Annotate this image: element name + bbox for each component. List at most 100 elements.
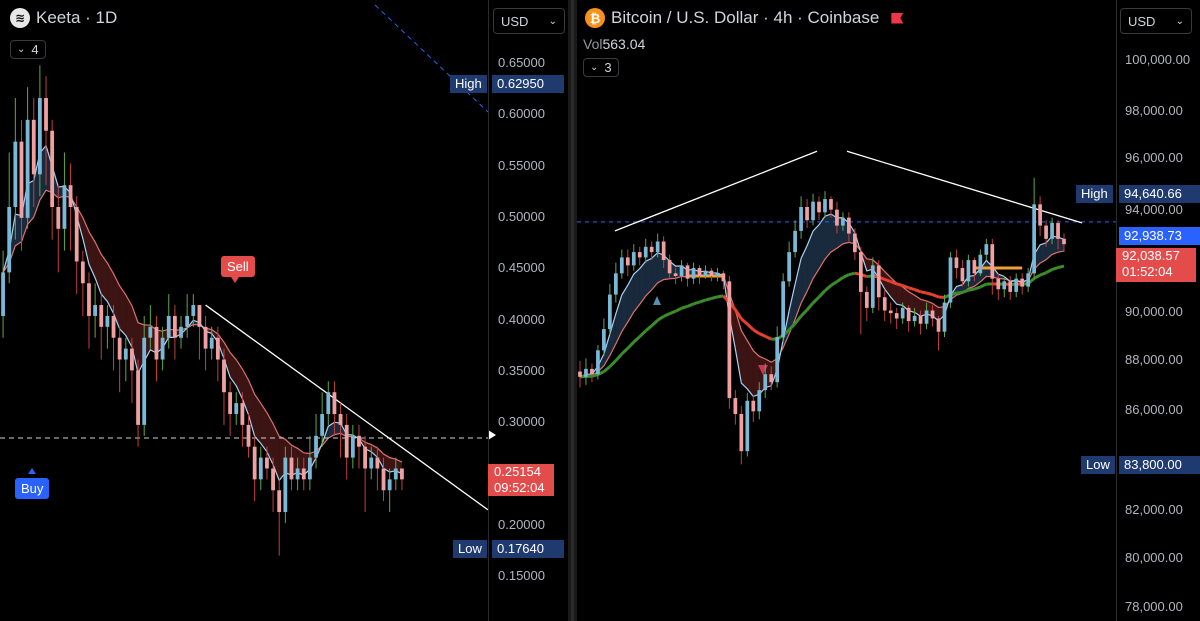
keeta-price-axis-border xyxy=(488,0,489,621)
keeta-dashed-trendline xyxy=(374,4,489,113)
bitcoin-trend-ma-segment xyxy=(902,284,910,290)
keeta-price-chart[interactable] xyxy=(0,0,568,621)
bitcoin-trend-ma-segment xyxy=(979,282,987,289)
keeta-candle-body xyxy=(289,457,294,480)
bitcoin-candle-body xyxy=(733,398,738,414)
bitcoin-price-chart[interactable] xyxy=(577,0,1200,621)
bitcoin-trend-ma-segment xyxy=(842,273,850,279)
bitcoin-candle-body xyxy=(930,310,935,319)
keeta-axis-tick: 0.20000 xyxy=(498,517,545,532)
bitcoin-trend-ma-segment xyxy=(705,297,712,302)
bitcoin-trend-ma-segment xyxy=(823,284,832,292)
keeta-ma-ribbon-segment xyxy=(328,422,335,439)
volume-value: 563.04 xyxy=(602,36,646,52)
keeta-ma-ribbon-segment xyxy=(334,422,341,435)
bitcoin-candle-body xyxy=(841,217,845,226)
bitcoin-candle-body xyxy=(775,337,780,383)
keeta-candle-body xyxy=(350,435,355,458)
keeta-level-arrow-icon xyxy=(488,430,496,440)
keeta-candle-body xyxy=(148,326,153,338)
keeta-candle-body xyxy=(222,359,226,393)
chevron-down-icon: ⌄ xyxy=(1175,15,1184,27)
bitcoin-candle-body xyxy=(739,414,744,452)
bitcoin-candle-body xyxy=(793,230,797,253)
bitcoin-title-row: ₿ Bitcoin / U.S. Dollar · 4h · Coinbase xyxy=(585,8,904,28)
bitcoin-indicators-toggle[interactable]: ⌄ 3 xyxy=(583,58,619,77)
bitcoin-candle-body xyxy=(858,252,863,292)
keeta-candle-body xyxy=(228,392,233,414)
bitcoin-candle-body xyxy=(888,310,893,314)
keeta-candle-body xyxy=(1,272,5,316)
bitcoin-axis-tick: 100,000.00 xyxy=(1125,52,1191,67)
keeta-symbol-title[interactable]: Keeta · 1D xyxy=(36,8,118,27)
bitcoin-ma-ribbon-segment xyxy=(819,216,825,270)
bitcoin-axis-tick: 96,000.00 xyxy=(1125,150,1183,165)
bitcoin-ma-ribbon-segment xyxy=(645,258,652,297)
keeta-ma-ribbon-segment xyxy=(242,369,249,415)
keeta-candle-body xyxy=(283,457,288,513)
bitcoin-trend-ma-segment xyxy=(848,271,856,277)
keeta-candle-body xyxy=(203,326,208,349)
bitcoin-symbol-title[interactable]: Bitcoin / U.S. Dollar · 4h · Coinbase xyxy=(611,8,880,27)
bitcoin-candle-body xyxy=(912,315,917,322)
volume-label: Vol xyxy=(583,36,603,52)
bitcoin-trend-ma-segment xyxy=(811,295,821,304)
keeta-candle-body xyxy=(252,446,257,480)
bitcoin-candle-body xyxy=(864,291,869,308)
bitcoin-candle-body xyxy=(667,260,672,274)
bitcoin-candle-body xyxy=(870,265,875,308)
keeta-axis-tick: 0.60000 xyxy=(498,106,545,121)
bitcoin-candle-body xyxy=(1044,225,1048,239)
bitcoin-trend-ma-segment xyxy=(746,322,755,331)
keeta-candle-body xyxy=(246,424,251,447)
keeta-candle-body xyxy=(142,337,147,425)
bitcoin-ma-ribbon-segment xyxy=(1052,236,1059,255)
bitcoin-candle-body xyxy=(769,374,774,383)
keeta-currency-select[interactable]: USD ⌄ xyxy=(493,8,565,34)
bitcoin-trend-ma-segment xyxy=(602,365,611,373)
bitcoin-candle-body xyxy=(996,278,1001,290)
keeta-candle-body xyxy=(234,403,239,414)
keeta-axis-tick: 0.50000 xyxy=(498,209,545,224)
bitcoin-candle-body xyxy=(799,207,803,231)
bitcoin-candle-body xyxy=(972,260,977,274)
bitcoin-candle-body xyxy=(1038,204,1042,226)
bitcoin-trend-ma-segment xyxy=(908,286,916,292)
keeta-candle-body xyxy=(25,119,30,218)
bitcoin-candle-body xyxy=(966,260,971,282)
bitcoin-candle-body xyxy=(697,268,702,276)
bitcoin-candle-body xyxy=(619,257,624,274)
bitcoin-candle-body xyxy=(703,270,708,276)
keeta-axis-tick: 0.45000 xyxy=(498,260,545,275)
bitcoin-chart-panel[interactable]: ₿ Bitcoin / U.S. Dollar · 4h · Coinbase … xyxy=(577,0,1200,621)
bitcoin-candle-body xyxy=(1026,273,1031,287)
keeta-candle-body xyxy=(320,414,325,436)
bitcoin-candle-body xyxy=(643,246,648,258)
bitcoin-trend-ma-segment xyxy=(626,340,635,350)
keeta-indicators-toggle[interactable]: ⌄ 4 xyxy=(10,40,46,59)
keeta-candle-body xyxy=(99,305,104,327)
bitcoin-trend-ma-segment xyxy=(711,295,718,300)
bitcoin-trend-ma-segment xyxy=(788,322,797,331)
bitcoin-trend-ma-segment xyxy=(956,290,963,295)
keeta-candle-body xyxy=(56,207,61,229)
keeta-axis-tick: 0.65000 xyxy=(498,55,545,70)
keeta-candle-body xyxy=(74,207,79,262)
bitcoin-candle-body xyxy=(715,273,720,276)
keeta-ma-ribbon-segment xyxy=(383,454,390,472)
keeta-candle-body xyxy=(271,468,275,491)
panel-resize-handle[interactable] xyxy=(568,0,577,621)
bitcoin-candle-body xyxy=(1014,278,1019,292)
bitcoin-trend-ma-segment xyxy=(1057,264,1065,269)
bitcoin-high-label: High xyxy=(1076,185,1113,203)
flag-icon[interactable] xyxy=(891,12,904,24)
bitcoin-ma-ribbon-segment xyxy=(747,340,754,397)
keeta-candle-body xyxy=(105,315,110,327)
keeta-last-price: 0.25154 xyxy=(494,464,541,479)
bitcoin-candle-body xyxy=(757,390,762,412)
keeta-chart-panel[interactable]: ≋ Keeta · 1D ⌄ 4 USD ⌄ 0.65000 0.60000 0… xyxy=(0,0,568,621)
bitcoin-ma-ribbon-segment xyxy=(741,330,748,389)
keeta-title-row: ≋ Keeta · 1D xyxy=(10,8,117,28)
bitcoin-candle-body xyxy=(625,257,630,266)
bitcoin-currency-select[interactable]: USD ⌄ xyxy=(1120,8,1192,34)
